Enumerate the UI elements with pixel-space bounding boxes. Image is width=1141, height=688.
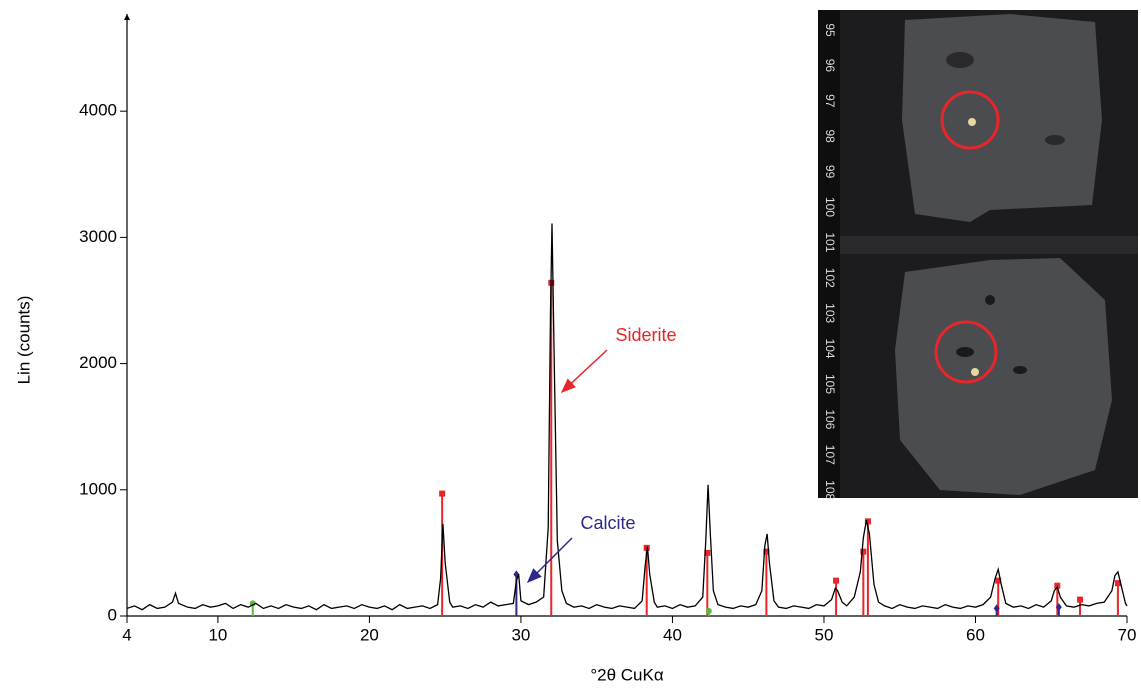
reference-marker	[763, 548, 770, 555]
ruler-label: 102	[823, 268, 837, 288]
ruler-label: 103	[823, 303, 837, 323]
ruler-label: 98	[823, 130, 837, 144]
ruler-label: 96	[823, 59, 837, 73]
reference-marker	[249, 600, 256, 607]
y-axis-title: Lin (counts)	[14, 296, 33, 385]
ruler-label: 101	[823, 232, 837, 252]
reference-marker	[833, 577, 840, 584]
x-tick-label: 60	[966, 625, 985, 644]
reference-marker	[993, 604, 1000, 613]
reference-marker	[1054, 582, 1061, 589]
annotation: Siderite	[615, 325, 676, 345]
y-tick-label: 4000	[79, 101, 117, 120]
ruler-label: 97	[823, 94, 837, 108]
reference-marker	[995, 577, 1002, 584]
annotation-arrow	[560, 349, 608, 394]
ruler-label: 106	[823, 409, 837, 429]
reference-marker	[864, 518, 871, 525]
y-tick-label: 2000	[79, 353, 117, 372]
ruler-label: 95	[823, 23, 837, 37]
annotation: Calcite	[580, 513, 635, 533]
ruler-label: 99	[823, 165, 837, 179]
ruler-label: 108	[823, 480, 837, 500]
ruler-label: 107	[823, 445, 837, 465]
y-axis-arrow	[124, 14, 130, 20]
reference-marker	[1077, 596, 1084, 603]
reference-marker	[860, 548, 867, 555]
x-tick-label: 10	[208, 625, 227, 644]
x-tick-label: 70	[1118, 625, 1137, 644]
y-tick-label: 3000	[79, 227, 117, 246]
x-tick-label: 50	[815, 625, 834, 644]
ruler-label: 105	[823, 374, 837, 394]
x-tick-label: 30	[511, 625, 530, 644]
x-tick-label: 40	[663, 625, 682, 644]
annotation-arrow	[526, 537, 573, 584]
y-tick-label: 0	[108, 605, 117, 624]
reference-marker	[439, 490, 446, 497]
x-tick-label: 4	[122, 625, 131, 644]
inset-photo	[818, 10, 1138, 498]
x-tick-label: 20	[360, 625, 379, 644]
reference-marker	[705, 607, 712, 614]
diffraction-pattern	[126, 223, 1128, 611]
ruler-label: 104	[823, 339, 837, 359]
x-axis-title: °2θ CuKα	[590, 665, 664, 684]
reference-marker	[704, 549, 711, 556]
reference-marker	[1114, 580, 1121, 587]
reference-marker	[1055, 603, 1062, 612]
ruler-label: 100	[823, 197, 837, 217]
y-tick-label: 1000	[79, 479, 117, 498]
